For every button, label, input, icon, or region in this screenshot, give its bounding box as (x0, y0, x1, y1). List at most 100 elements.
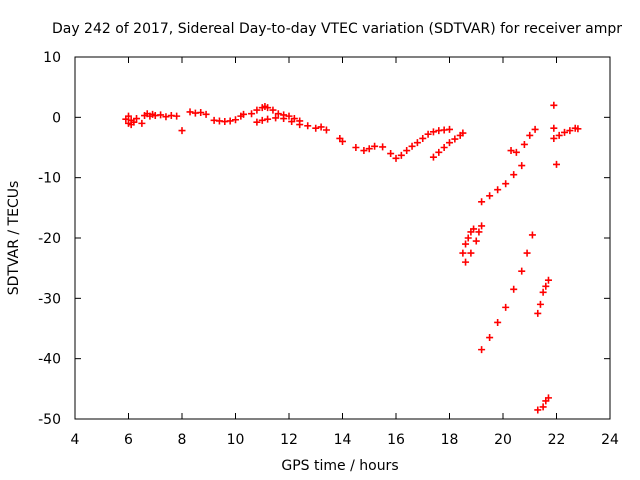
data-point (478, 346, 486, 354)
data-point (472, 237, 480, 245)
data-point (451, 135, 459, 143)
x-tick-label: 22 (548, 432, 566, 448)
data-point (269, 106, 277, 114)
x-tick-label: 12 (280, 432, 298, 448)
data-point (240, 110, 248, 118)
data-point (202, 110, 210, 118)
data-point (494, 186, 502, 194)
data-point (555, 131, 563, 139)
data-point (536, 300, 544, 308)
data-point (574, 125, 582, 133)
data-point (502, 303, 510, 311)
data-point (253, 118, 261, 126)
x-axis: 4 6 8 10 12 14 16 18 20 22 24 (71, 57, 619, 448)
y-tick-label: -40 (38, 352, 61, 368)
data-point (264, 115, 272, 123)
y-tick-label: 0 (52, 110, 61, 126)
data-point (272, 114, 280, 122)
data-point (520, 140, 528, 148)
data-point (162, 113, 170, 121)
data-point (397, 151, 405, 159)
data-point (494, 318, 502, 326)
x-tick-label: 8 (178, 432, 187, 448)
y-tick-label: 10 (43, 50, 61, 66)
data-point (544, 276, 552, 284)
x-tick-label: 6 (124, 432, 133, 448)
data-point (138, 119, 146, 127)
data-point (232, 116, 239, 124)
y-axis-label: SDTVAR / TECUs (6, 181, 22, 296)
x-tick-label: 20 (494, 432, 512, 448)
data-point (446, 125, 453, 133)
data-point (258, 116, 266, 124)
data-point (518, 162, 526, 170)
y-tick-label: -20 (38, 231, 61, 247)
data-point (542, 282, 550, 290)
y-axis: 10 0 -10 -20 -30 -40 -50 (38, 50, 610, 428)
data-point (539, 403, 547, 411)
data-point (507, 147, 515, 155)
data-point (352, 144, 360, 151)
data-point (424, 130, 432, 138)
data-point (186, 108, 194, 116)
data-point (459, 249, 467, 257)
data-point (379, 143, 387, 151)
x-axis-label: GPS time / hours (281, 458, 398, 474)
data-point (534, 309, 542, 317)
data-point (125, 112, 132, 120)
data-point (566, 127, 574, 135)
x-tick-label: 14 (334, 432, 352, 448)
data-point (486, 192, 494, 200)
data-point (197, 109, 205, 117)
data-point (274, 110, 282, 118)
data-point (464, 234, 472, 242)
data-point (387, 150, 395, 158)
data-point (413, 139, 421, 147)
data-point (512, 148, 520, 156)
data-point (288, 118, 296, 126)
data-point (528, 231, 536, 239)
data-point (130, 118, 138, 126)
data-point (157, 111, 165, 119)
data-point (133, 115, 141, 123)
data-point (510, 285, 518, 293)
data-point (296, 121, 304, 129)
y-tick-label: -10 (38, 171, 61, 187)
x-tick-label: 24 (601, 432, 619, 448)
data-point (264, 104, 272, 112)
data-point (339, 137, 346, 145)
data-point (467, 249, 475, 257)
data-point (173, 112, 181, 120)
data-point (486, 334, 494, 342)
data-point (248, 110, 256, 118)
x-tick-label: 16 (387, 432, 405, 448)
chart-title: Day 242 of 2017, Sidereal Day-to-day VTE… (52, 21, 622, 37)
data-point (523, 249, 531, 257)
data-points (122, 101, 582, 414)
data-point (304, 122, 312, 130)
data-point (317, 123, 325, 131)
data-point (435, 148, 443, 156)
data-point (518, 267, 526, 275)
data-point (544, 394, 552, 402)
data-point (312, 124, 320, 132)
data-point (178, 127, 186, 135)
data-point (553, 160, 560, 168)
plot-frame (74, 56, 611, 420)
data-point (440, 144, 448, 151)
data-point (462, 258, 470, 266)
data-point (419, 134, 427, 142)
data-point (550, 134, 558, 142)
data-point (253, 106, 261, 114)
y-tick-label: -50 (38, 412, 61, 428)
x-tick-label: 10 (227, 432, 245, 448)
data-point (561, 128, 569, 136)
data-point (531, 125, 539, 133)
data-point (550, 101, 558, 109)
y-tick-label: -30 (38, 291, 61, 307)
data-point (285, 112, 293, 120)
data-point (459, 129, 467, 137)
data-point (534, 406, 542, 414)
data-point (280, 115, 288, 123)
